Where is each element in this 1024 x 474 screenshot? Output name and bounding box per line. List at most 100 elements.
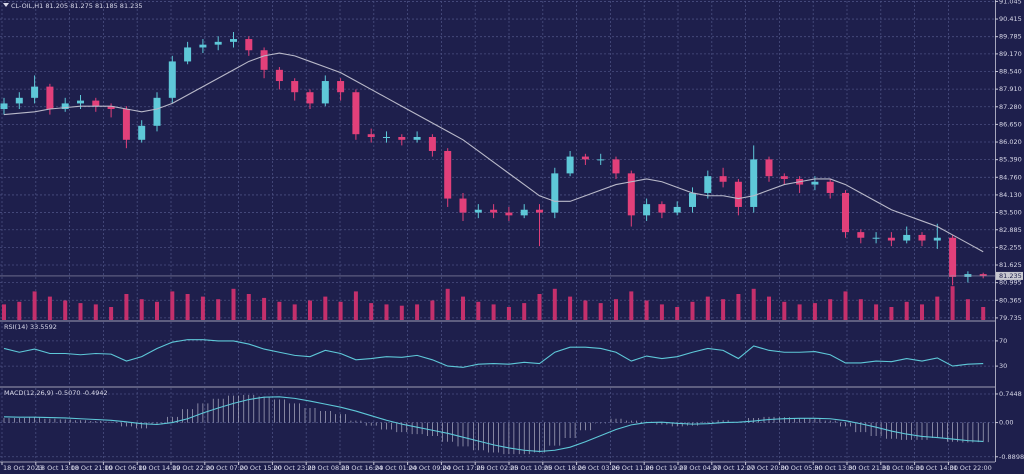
x-tick-label: 18 Oct 2023 bbox=[3, 464, 43, 472]
candle-body bbox=[459, 198, 467, 213]
candle-body bbox=[933, 237, 941, 241]
y-tick-label: 83.500 bbox=[999, 209, 1022, 217]
volume-bar bbox=[445, 288, 450, 320]
candle-body bbox=[658, 204, 666, 213]
volume-bar bbox=[705, 296, 710, 320]
x-tick-label: 19 Oct 14:00 bbox=[138, 464, 180, 472]
candle-body bbox=[77, 100, 84, 104]
y-tick-label: 82.255 bbox=[999, 243, 1022, 251]
y-tick-label: 0.00 bbox=[999, 419, 1013, 427]
y-tick-label: 84.130 bbox=[999, 191, 1022, 199]
candle-body bbox=[184, 47, 192, 62]
volume-bar bbox=[369, 303, 374, 320]
volume-bar bbox=[812, 303, 817, 320]
y-tick-label: 87.280 bbox=[999, 103, 1022, 111]
volume-bar bbox=[950, 286, 955, 320]
y-tick-label: 91.045 bbox=[999, 0, 1022, 5]
candle-body bbox=[979, 274, 987, 276]
x-tick-label: 23 Oct 16:00 bbox=[341, 464, 383, 472]
volume-bar bbox=[675, 307, 680, 320]
candle-body bbox=[612, 159, 620, 174]
candle-body bbox=[352, 92, 360, 135]
x-tick-label: 26 Oct 19:00 bbox=[645, 464, 687, 472]
volume-bar bbox=[858, 299, 863, 320]
candle-body bbox=[31, 86, 39, 98]
menu-arrow[interactable] bbox=[3, 3, 9, 7]
x-tick-label: 30 Oct 21:00 bbox=[848, 464, 890, 472]
x-tick-label: 25 Oct 02:00 bbox=[476, 464, 518, 472]
volume-bar bbox=[231, 288, 236, 320]
volume-bar bbox=[384, 304, 389, 320]
candle-body bbox=[918, 234, 926, 241]
volume-bar bbox=[537, 294, 542, 320]
candle-body bbox=[949, 237, 957, 277]
candle-body bbox=[306, 92, 314, 104]
x-tick-label: 23 Oct 08:00 bbox=[307, 464, 349, 472]
x-tick-label: 31 Oct 22:00 bbox=[949, 464, 991, 472]
candle-body bbox=[291, 81, 299, 93]
volume-bar bbox=[170, 291, 175, 320]
volume-bar bbox=[644, 300, 649, 320]
volume-bar bbox=[399, 305, 404, 320]
volume-bar bbox=[904, 301, 909, 320]
y-tick-label: 70 bbox=[999, 337, 1007, 345]
candle-body bbox=[643, 204, 651, 216]
volume-bar bbox=[965, 299, 970, 320]
candle-body bbox=[275, 69, 283, 82]
candle-body bbox=[168, 61, 176, 98]
candle-body bbox=[474, 209, 482, 213]
volume-bar bbox=[216, 299, 221, 320]
x-tick-label: 18 Oct 21:00 bbox=[71, 464, 113, 472]
y-tick-label: 84.760 bbox=[999, 173, 1022, 181]
y-tick-label: 80.365 bbox=[999, 296, 1022, 304]
candle-body bbox=[138, 125, 146, 140]
x-tick-label: 19 Oct 06:00 bbox=[104, 464, 146, 472]
volume-bar bbox=[552, 288, 557, 320]
volume-bar bbox=[200, 296, 205, 320]
moving-average bbox=[3, 52, 984, 253]
candle-body bbox=[46, 86, 54, 110]
candle-body bbox=[689, 192, 696, 207]
candle-body bbox=[581, 156, 589, 160]
volume-bar bbox=[185, 294, 190, 320]
y-tick-label: 88.540 bbox=[999, 68, 1022, 76]
volume-bar bbox=[338, 301, 343, 320]
y-tick-label: 89.785 bbox=[999, 33, 1022, 41]
panel-title: CL-OIL,H1 81.205 81.275 81.185 81.235 bbox=[11, 2, 143, 10]
candle-body bbox=[398, 136, 406, 140]
volume-bar bbox=[491, 304, 496, 320]
volume-bar bbox=[353, 291, 358, 320]
last-price-tag bbox=[996, 271, 1023, 280]
volume-bar bbox=[981, 307, 986, 320]
volume-bar bbox=[583, 300, 588, 320]
volume-bar bbox=[32, 291, 37, 320]
candle-body bbox=[153, 97, 161, 126]
macd-signal-line bbox=[3, 396, 984, 452]
candle-body bbox=[750, 159, 758, 207]
volume-bar bbox=[568, 296, 573, 320]
volume-bar bbox=[323, 296, 328, 320]
x-tick-label: 30 Oct 13:00 bbox=[814, 464, 856, 472]
volume-bar bbox=[415, 304, 420, 320]
x-tick-label: 27 Oct 20:00 bbox=[747, 464, 789, 472]
candle-body bbox=[704, 176, 712, 193]
candle-body bbox=[551, 173, 559, 213]
candle-body bbox=[627, 173, 635, 216]
candle-body bbox=[505, 212, 513, 216]
candle-body bbox=[857, 232, 865, 238]
x-tick-label: 20 Oct 07:00 bbox=[206, 464, 248, 472]
y-tick-label: 0.7448 bbox=[999, 390, 1022, 398]
last-price-label: 81.235 bbox=[999, 272, 1022, 280]
volume-bar bbox=[78, 303, 83, 320]
candle-body bbox=[260, 50, 268, 70]
candle-body bbox=[245, 39, 253, 51]
y-tick-label: -0.8898 bbox=[999, 453, 1024, 461]
x-tick-label: 20 Oct 15:00 bbox=[240, 464, 282, 472]
candle-body bbox=[214, 41, 222, 45]
candle-body bbox=[826, 181, 834, 193]
panel-title: RSI(14) 33.5592 bbox=[4, 323, 57, 331]
candle-body bbox=[964, 274, 972, 277]
volume-bar bbox=[124, 294, 129, 320]
volume-bar bbox=[721, 299, 726, 320]
